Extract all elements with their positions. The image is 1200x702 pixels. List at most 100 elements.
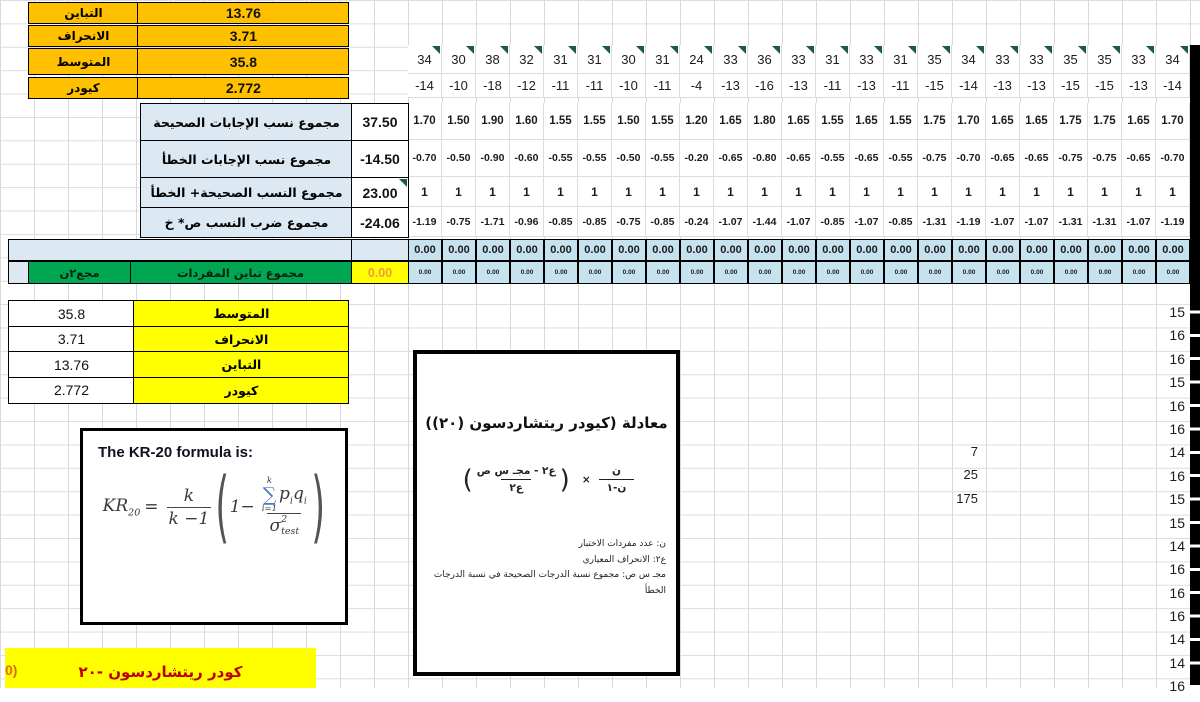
variance-total-value-cell[interactable]: 0.00 [351, 261, 409, 284]
variance-small-cell[interactable]: 0.00 [884, 261, 918, 284]
unit-cell[interactable]: 1 [1122, 177, 1156, 206]
minus-score-cell[interactable]: -16 [748, 74, 782, 97]
unit-cell[interactable]: 1 [1156, 177, 1190, 206]
blank-blue-cell[interactable] [8, 239, 352, 261]
summary-label-cell[interactable]: مجموع نسب الإجابات الصحيحة [140, 103, 353, 141]
right-score-cell[interactable]: 16 [1169, 350, 1185, 367]
p-value-cell[interactable]: 1.60 [510, 103, 544, 139]
stat-value-cell[interactable]: 35.8 [137, 48, 350, 75]
score-cell[interactable]: 24 [680, 45, 714, 73]
q-value-cell[interactable]: -0.50 [442, 140, 476, 176]
unit-cell[interactable]: 1 [510, 177, 544, 206]
minus-score-cell[interactable]: -10 [442, 74, 476, 97]
unit-cell[interactable]: 1 [578, 177, 612, 206]
score-cell[interactable]: 32 [510, 45, 544, 73]
score-cell[interactable]: 30 [612, 45, 646, 73]
pq-product-cell[interactable]: -0.96 [510, 207, 544, 236]
unit-cell[interactable]: 1 [952, 177, 986, 206]
pq-product-cell[interactable]: -0.75 [612, 207, 646, 236]
pq-product-cell[interactable]: -1.31 [1088, 207, 1122, 236]
pq-product-cell[interactable]: -1.07 [782, 207, 816, 236]
p-value-cell[interactable]: 1.20 [680, 103, 714, 139]
right-score-cell[interactable]: 15 [1169, 491, 1185, 508]
q-value-cell[interactable]: -0.90 [476, 140, 510, 176]
variance-small-cell[interactable]: 0.00 [816, 261, 850, 284]
p-value-cell[interactable]: 1.50 [612, 103, 646, 139]
p-value-cell[interactable]: 1.65 [714, 103, 748, 139]
variance-total-label-cell[interactable]: مجموع تباين المفردات [129, 261, 352, 284]
variance-symbol-cell[interactable]: مجع٢ن [28, 261, 131, 284]
variance-small-cell[interactable]: 0.00 [612, 261, 646, 284]
summary-value-cell[interactable]: -24.06 [351, 207, 409, 238]
minus-score-cell[interactable]: -15 [918, 74, 952, 97]
score-cell[interactable]: 31 [578, 45, 612, 73]
right-score-cell[interactable]: 14 [1169, 654, 1185, 671]
score-cell[interactable]: 31 [884, 45, 918, 73]
stat-label-cell[interactable]: كيودر [28, 77, 139, 99]
score-cell[interactable]: 31 [816, 45, 850, 73]
variance-small-cell[interactable]: 0.00 [578, 261, 612, 284]
variance-small-cell[interactable]: 0.00 [1020, 261, 1054, 284]
stat-value-cell[interactable]: 13.76 [137, 2, 350, 24]
minus-score-cell[interactable]: -14 [952, 74, 986, 97]
summary-value-cell[interactable]: -14.50 [351, 140, 409, 178]
variance-small-cell[interactable]: 0.00 [1088, 261, 1122, 284]
variance-cell[interactable]: 0.00 [918, 239, 952, 261]
score-cell[interactable]: 35 [918, 45, 952, 73]
minus-score-cell[interactable]: -14 [408, 74, 442, 97]
minus-score-cell[interactable]: -13 [986, 74, 1020, 97]
minus-score-cell[interactable]: -11 [578, 74, 612, 97]
p-value-cell[interactable]: 1.65 [1020, 103, 1054, 139]
right-score-cell[interactable]: 15 [1169, 374, 1185, 391]
minus-score-cell[interactable]: -13 [1122, 74, 1156, 97]
right-score-cell[interactable]: 16 [1169, 467, 1185, 484]
variance-small-cell[interactable]: 0.00 [1122, 261, 1156, 284]
right-score-cell[interactable]: 16 [1169, 608, 1185, 625]
variance-small-cell[interactable]: 0.00 [646, 261, 680, 284]
unit-cell[interactable]: 1 [1020, 177, 1054, 206]
variance-small-cell[interactable]: 0.00 [510, 261, 544, 284]
stat-value-cell[interactable]: 13.76 [8, 351, 135, 379]
variance-small-cell[interactable]: 0.00 [1054, 261, 1088, 284]
variance-cell[interactable]: 0.00 [952, 239, 986, 261]
variance-cell[interactable]: 0.00 [510, 239, 544, 261]
score-cell[interactable]: 31 [646, 45, 680, 73]
score-cell[interactable]: 33 [1122, 45, 1156, 73]
blank-blue-cell[interactable] [351, 239, 409, 261]
q-value-cell[interactable]: -0.65 [714, 140, 748, 176]
kr20-result-bar[interactable]: 0) كودر ريتشاردسون -٢٠ [5, 648, 316, 688]
right-score-cell[interactable]: 15 [1169, 304, 1185, 320]
variance-cell[interactable]: 0.00 [680, 239, 714, 261]
pq-product-cell[interactable]: -1.31 [918, 207, 952, 236]
pq-product-cell[interactable]: -1.19 [408, 207, 442, 236]
right-score-cell[interactable]: 15 [1169, 514, 1185, 531]
right-score-cell[interactable]: 14 [1169, 631, 1185, 648]
unit-cell[interactable]: 1 [986, 177, 1020, 206]
q-value-cell[interactable]: -0.20 [680, 140, 714, 176]
q-value-cell[interactable]: -0.55 [646, 140, 680, 176]
q-value-cell[interactable]: -0.55 [544, 140, 578, 176]
minus-score-cell[interactable]: -15 [1088, 74, 1122, 97]
unit-cell[interactable]: 1 [714, 177, 748, 206]
unit-cell[interactable]: 1 [612, 177, 646, 206]
summary-label-cell[interactable]: مجموع ضرب النسب ص* خ [140, 207, 353, 238]
score-cell[interactable]: 33 [1020, 45, 1054, 73]
minus-score-cell[interactable]: -4 [680, 74, 714, 97]
aux-number-cell[interactable]: 7 [970, 444, 978, 459]
unit-cell[interactable]: 1 [816, 177, 850, 206]
q-value-cell[interactable]: -0.55 [816, 140, 850, 176]
variance-cell[interactable]: 0.00 [408, 239, 442, 261]
right-score-cell[interactable]: 16 [1169, 420, 1185, 437]
right-score-cell[interactable]: 14 [1169, 537, 1185, 554]
minus-score-cell[interactable]: -14 [1156, 74, 1190, 97]
right-score-cell[interactable]: 14 [1169, 444, 1185, 461]
stat-label-cell[interactable]: المتوسط [28, 48, 139, 75]
p-value-cell[interactable]: 1.75 [1088, 103, 1122, 139]
right-score-cell[interactable]: 16 [1169, 397, 1185, 414]
p-value-cell[interactable]: 1.50 [442, 103, 476, 139]
minus-score-cell[interactable]: -11 [544, 74, 578, 97]
p-value-cell[interactable]: 1.90 [476, 103, 510, 139]
p-value-cell[interactable]: 1.70 [952, 103, 986, 139]
q-value-cell[interactable]: -0.65 [1020, 140, 1054, 176]
score-cell[interactable]: 33 [850, 45, 884, 73]
